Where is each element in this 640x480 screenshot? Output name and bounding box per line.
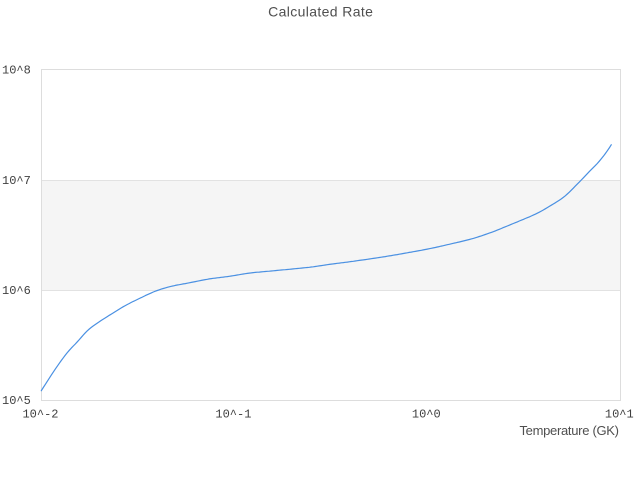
svg-text:10^7: 10^7 [2, 174, 31, 188]
svg-text:Temperature (GK): Temperature (GK) [519, 423, 618, 438]
svg-text:10^6: 10^6 [2, 284, 31, 298]
svg-text:Calculated Rate: Calculated Rate [268, 4, 373, 20]
svg-text:10^1: 10^1 [605, 408, 634, 422]
svg-text:10^-1: 10^-1 [215, 408, 251, 422]
svg-text:10^5: 10^5 [2, 394, 31, 408]
svg-text:10^0: 10^0 [412, 408, 441, 422]
svg-text:10^-2: 10^-2 [22, 408, 58, 422]
svg-text:10^8: 10^8 [2, 64, 31, 78]
